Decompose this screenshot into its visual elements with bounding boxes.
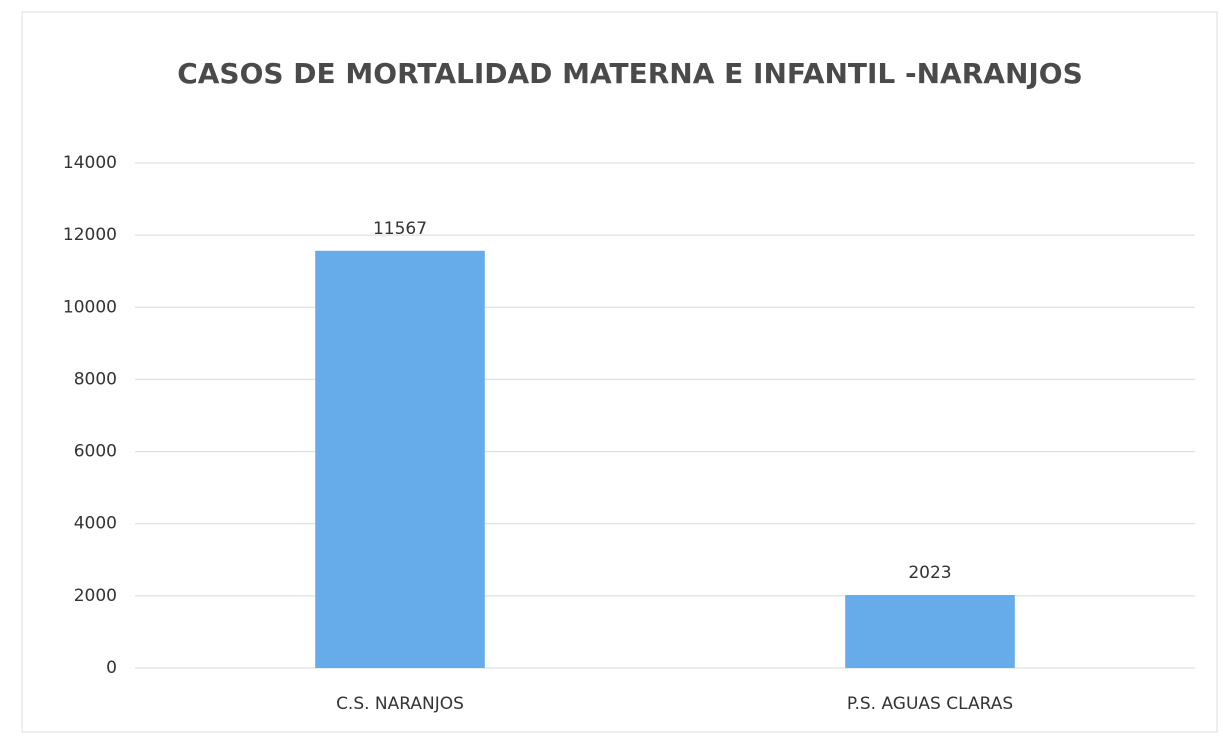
bar	[845, 595, 1015, 668]
y-tick-label: 12000	[63, 225, 117, 245]
x-tick-label: P.S. AGUAS CLARAS	[847, 694, 1013, 714]
y-tick-label: 0	[106, 658, 117, 678]
data-label: 11567	[373, 219, 427, 239]
chart-border	[21, 11, 1218, 733]
y-tick-label: 10000	[63, 297, 117, 317]
y-tick-label: 4000	[74, 514, 117, 534]
bar	[315, 250, 485, 668]
chart-title: CASOS DE MORTALIDAD MATERNA E INFANTIL -…	[177, 57, 1083, 90]
data-label: 2023	[908, 563, 951, 583]
y-tick-label: 8000	[74, 369, 117, 389]
x-tick-label: C.S. NARANJOS	[336, 694, 464, 714]
y-tick-label: 14000	[63, 153, 117, 173]
y-tick-label: 6000	[74, 442, 117, 462]
y-tick-label: 2000	[74, 586, 117, 606]
